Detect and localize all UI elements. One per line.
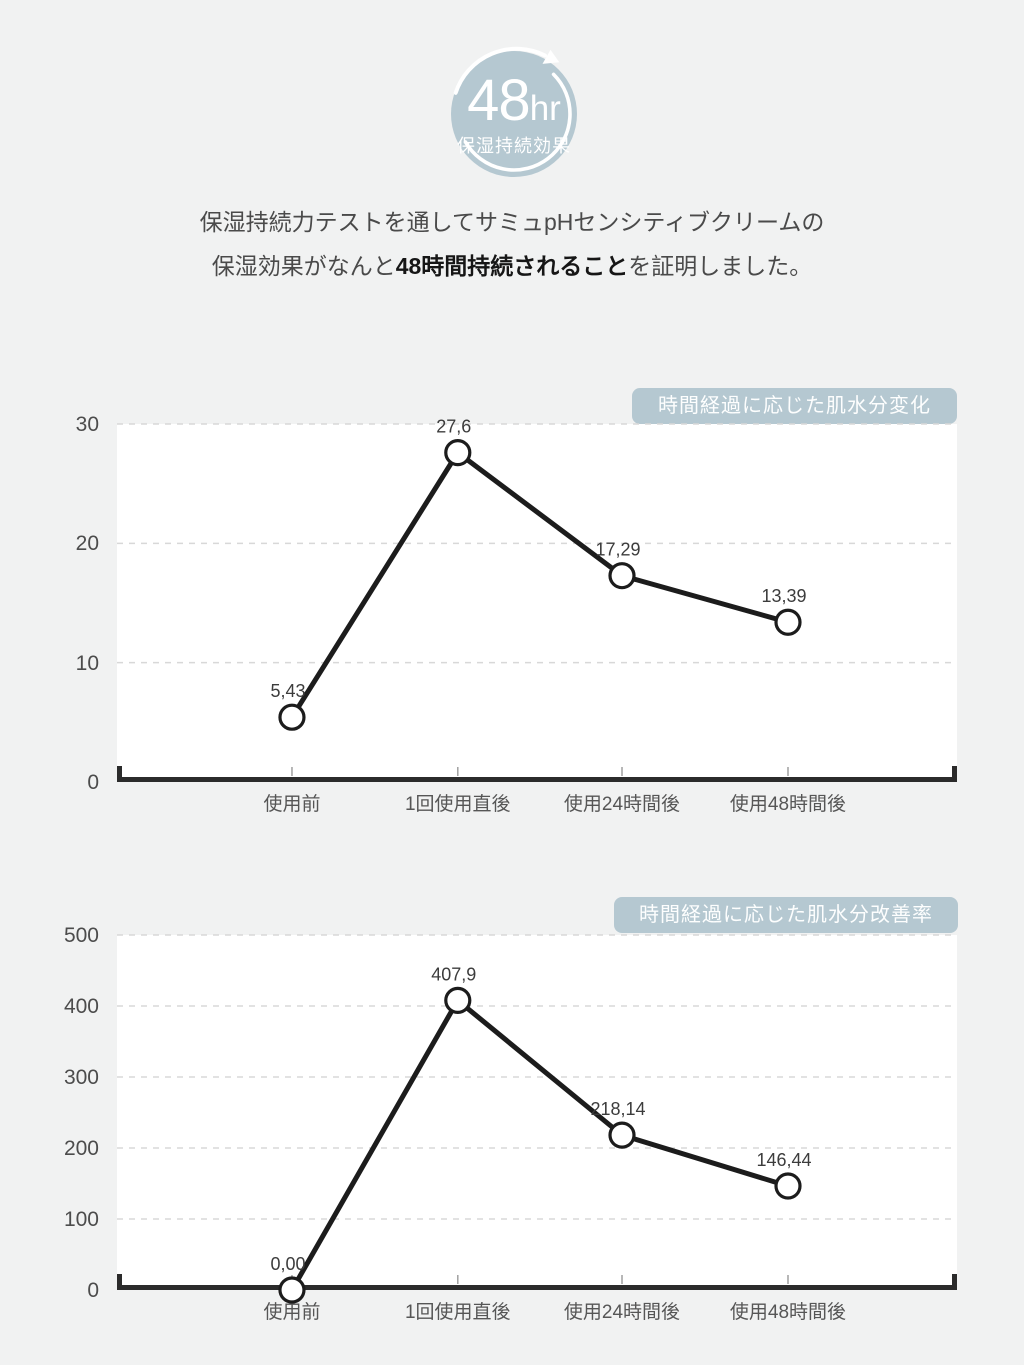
line-chart-canvas: 5,43 27,6 17,29 13,39: [117, 417, 957, 782]
duration-badge: 48hr 保湿持続効果: [444, 40, 584, 180]
badge-duration-text: 48hr: [444, 72, 584, 130]
x-axis-label: 使用前: [263, 1302, 321, 1323]
x-axis-label: 使用24時間後: [563, 1302, 681, 1323]
badge-unit: hr: [529, 89, 561, 128]
data-point-label: 146,44: [756, 1150, 811, 1170]
chart1-title-pill: 時間経過に応じた肌水分変化: [632, 388, 957, 424]
data-point-marker: [278, 703, 306, 731]
x-axis-label: 1回使用直後: [404, 794, 511, 815]
badge-number: 48: [467, 68, 531, 133]
y-axis-label: 500: [63, 924, 99, 947]
y-axis-label: 300: [63, 1066, 99, 1089]
x-axis-label: 使用48時間後: [729, 1302, 847, 1323]
chart2-title-pill: 時間経過に応じた肌水分改善率: [614, 897, 958, 933]
data-point-marker: [774, 1172, 802, 1200]
x-axis-label: 1回使用直後: [404, 1302, 511, 1323]
y-axis-label: 0: [87, 771, 99, 794]
data-point-marker: [444, 986, 472, 1014]
x-axis: [117, 777, 957, 782]
intro-line2-post: を証明しました。: [628, 253, 813, 279]
data-point-marker: [608, 1121, 636, 1149]
data-line: [289, 997, 789, 1292]
line-chart-canvas: 0,00 407,9 218,14 146,44: [117, 934, 957, 1304]
data-point-marker: [608, 562, 636, 590]
badge-caption: 保湿持続効果: [457, 136, 571, 156]
y-axis-label: 20: [75, 532, 99, 556]
intro-line1: 保湿持続力テストを通してサミュpHセンシティブクリームの: [199, 209, 825, 235]
x-axis-left-cap: [117, 766, 122, 782]
data-point-marker: [278, 1276, 306, 1304]
circular-arrow-icon: [451, 46, 577, 177]
chart1-plot-area: 5,43 27,6 17,29 13,39 0 10 20 30 使用前 1回使用直後 使用24時間…: [76, 413, 957, 815]
data-point-label: 407,9: [431, 964, 476, 984]
intro-text: 保湿持続力テストを通してサミュpHセンシティブクリームの保湿効果がなんと48時間…: [0, 200, 1024, 288]
y-axis-label: 30: [75, 413, 99, 436]
data-line: [289, 450, 789, 719]
x-axis-label: 使用前: [263, 794, 321, 815]
data-point-marker: [774, 608, 802, 636]
x-axis-left-cap: [117, 1274, 122, 1290]
x-axis-right-cap: [952, 766, 957, 782]
x-axis-right-cap: [952, 1274, 957, 1290]
y-axis-label: 10: [75, 651, 99, 675]
data-point-label: 218,14: [590, 1099, 645, 1119]
y-axis-label: 200: [63, 1137, 99, 1160]
y-axis-label: 0: [87, 1279, 99, 1302]
y-axis-label: 100: [63, 1208, 99, 1231]
chart2-plot-area: 0,00 407,9 218,14 146,44 0 100 200 300 400 500 使用前…: [64, 924, 957, 1323]
x-axis-label: 使用48時間後: [729, 794, 847, 815]
data-point-label: 0,00: [270, 1254, 305, 1274]
y-axis-label: 400: [63, 995, 99, 1018]
x-axis-label: 使用24時間後: [563, 794, 681, 815]
intro-line2-pre: 保湿効果がなんと: [211, 253, 396, 279]
data-point-label: 13,39: [761, 586, 806, 606]
data-point-label: 27,6: [436, 417, 471, 437]
data-point-label: 17,29: [595, 540, 640, 560]
data-point-marker: [444, 439, 472, 467]
x-axis: [117, 1285, 957, 1290]
intro-line2-bold: 48時間持続されること: [395, 253, 629, 279]
data-point-label: 5,43: [270, 681, 305, 701]
